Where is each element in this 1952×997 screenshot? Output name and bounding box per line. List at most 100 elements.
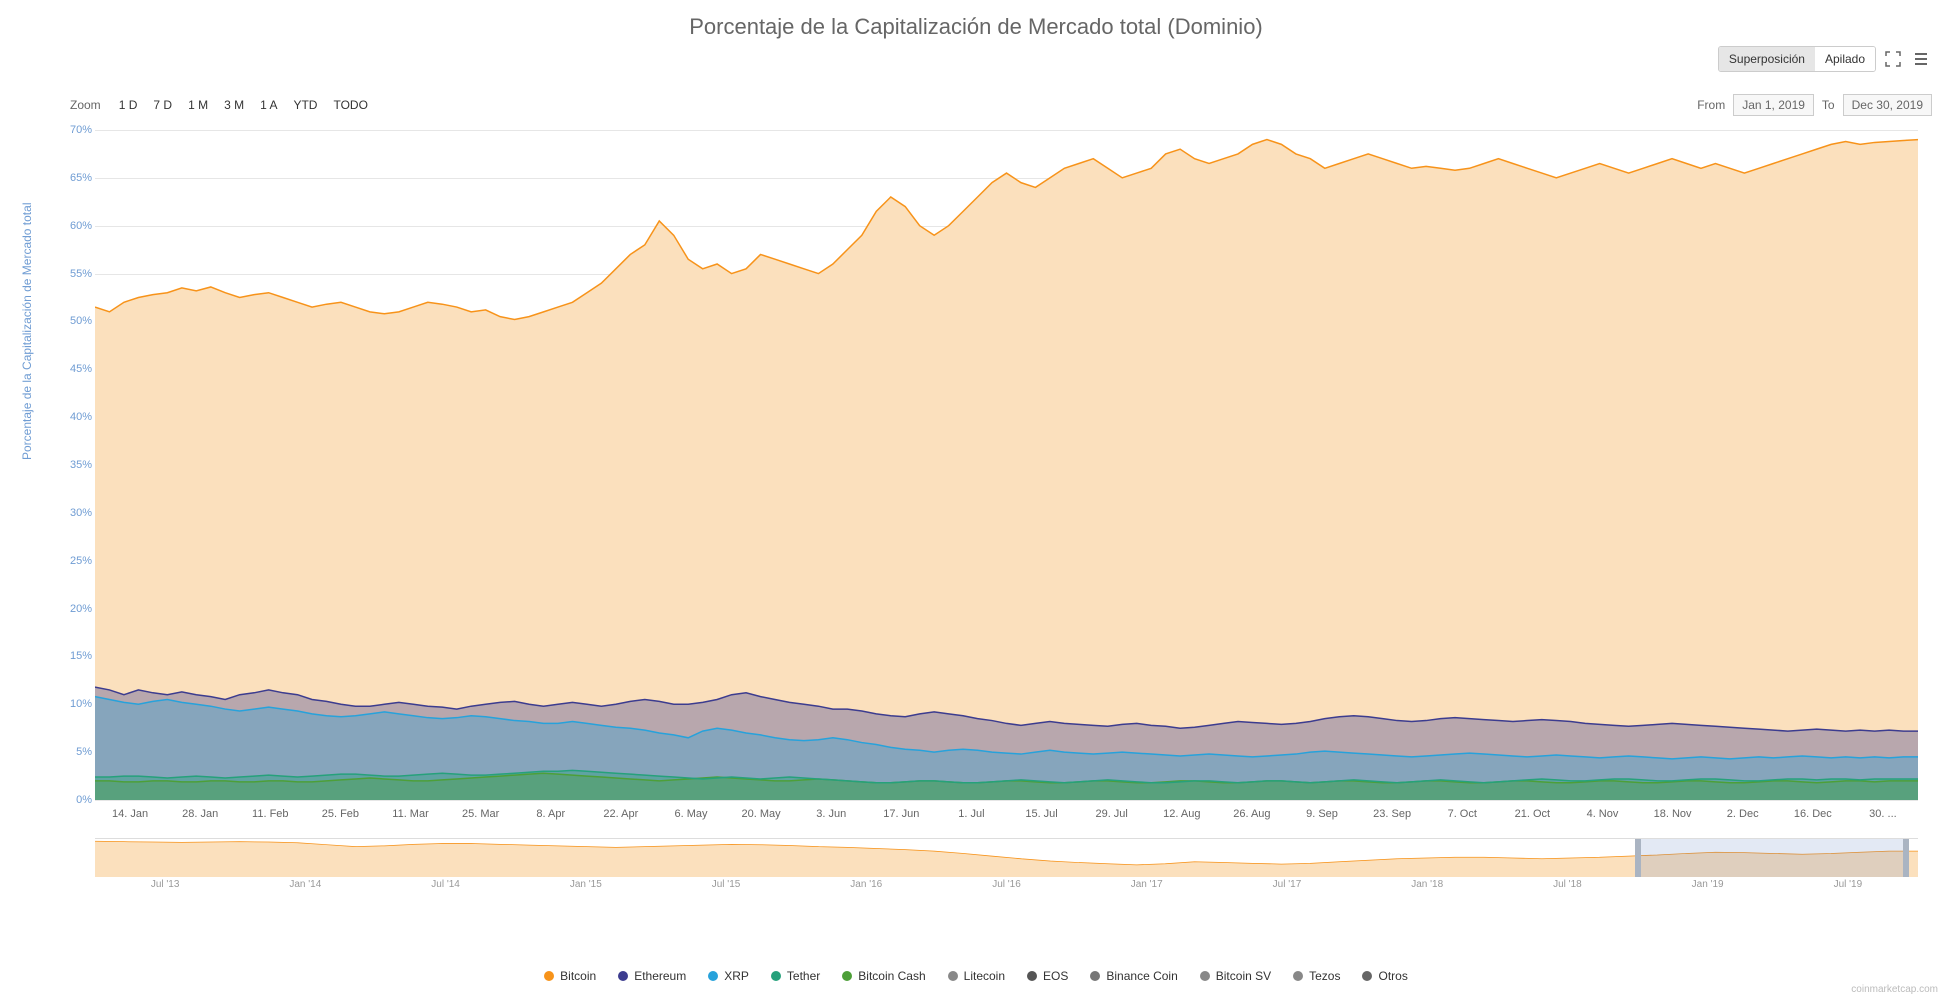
zoom-btn-1d[interactable]: 1 D: [113, 95, 144, 115]
legend-label: XRP: [724, 969, 749, 983]
x-tick: 20. May: [742, 808, 781, 820]
legend-dot-icon: [771, 971, 781, 981]
mode-toggle: Superposición Apilado: [1718, 46, 1876, 72]
x-tick: 14. Jan: [112, 808, 148, 820]
y-tick: 40%: [70, 411, 92, 423]
mode-apilado[interactable]: Apilado: [1815, 47, 1875, 71]
legend-label: EOS: [1043, 969, 1068, 983]
legend-item-bitcoin-cash[interactable]: Bitcoin Cash: [842, 969, 925, 983]
x-tick: 30. ...: [1869, 808, 1897, 820]
chart-plot-area[interactable]: [95, 130, 1918, 800]
zoom-label: Zoom: [70, 98, 101, 112]
nav-x-tick: Jul '19: [1834, 879, 1863, 890]
toolbar-right: Superposición Apilado: [1718, 46, 1932, 72]
y-tick: 65%: [70, 172, 92, 184]
zoom-btn-ytd[interactable]: YTD: [287, 95, 323, 115]
menu-icon[interactable]: [1910, 48, 1932, 70]
legend-item-tezos[interactable]: Tezos: [1293, 969, 1340, 983]
nav-x-tick: Jan '17: [1131, 879, 1163, 890]
legend-dot-icon: [1090, 971, 1100, 981]
x-tick: 17. Jun: [883, 808, 919, 820]
legend-item-bitcoin-sv[interactable]: Bitcoin SV: [1200, 969, 1271, 983]
nav-x-tick: Jul '17: [1273, 879, 1302, 890]
x-tick: 25. Mar: [462, 808, 499, 820]
x-tick: 21. Oct: [1515, 808, 1550, 820]
legend-dot-icon: [842, 971, 852, 981]
legend-dot-icon: [1293, 971, 1303, 981]
nav-x-tick: Jan '16: [850, 879, 882, 890]
legend-item-eos[interactable]: EOS: [1027, 969, 1068, 983]
legend-label: Bitcoin: [560, 969, 596, 983]
legend-label: Tezos: [1309, 969, 1340, 983]
navigator-selection[interactable]: [1635, 839, 1908, 877]
x-tick: 3. Jun: [816, 808, 846, 820]
legend-item-bitcoin[interactable]: Bitcoin: [544, 969, 596, 983]
to-label: To: [1822, 98, 1835, 112]
nav-x-tick: Jan '18: [1411, 879, 1443, 890]
legend-dot-icon: [618, 971, 628, 981]
legend-item-binance-coin[interactable]: Binance Coin: [1090, 969, 1177, 983]
date-from-input[interactable]: Jan 1, 2019: [1733, 94, 1814, 116]
legend-item-ethereum[interactable]: Ethereum: [618, 969, 686, 983]
y-tick: 0%: [76, 794, 92, 806]
legend-item-xrp[interactable]: XRP: [708, 969, 749, 983]
legend-label: Binance Coin: [1106, 969, 1177, 983]
from-label: From: [1697, 98, 1725, 112]
y-tick: 5%: [76, 746, 92, 758]
legend-dot-icon: [1027, 971, 1037, 981]
date-to-input[interactable]: Dec 30, 2019: [1843, 94, 1932, 116]
x-tick: 4. Nov: [1587, 808, 1619, 820]
x-tick: 12. Aug: [1163, 808, 1200, 820]
x-tick: 7. Oct: [1448, 808, 1477, 820]
x-tick: 23. Sep: [1373, 808, 1411, 820]
x-tick: 11. Mar: [392, 808, 428, 820]
legend-label: Litecoin: [964, 969, 1005, 983]
y-axis-labels: 0%5%10%15%20%25%30%35%40%45%50%55%60%65%…: [52, 130, 92, 800]
legend-label: Bitcoin Cash: [858, 969, 925, 983]
zoom-btn-1a[interactable]: 1 A: [254, 95, 283, 115]
zoom-btn-1m[interactable]: 1 M: [182, 95, 214, 115]
legend: Bitcoin Ethereum XRP Tether Bitcoin Cash Lite…: [0, 969, 1952, 983]
legend-item-otros[interactable]: Otros: [1362, 969, 1407, 983]
y-axis-title: Porcentaje de la Capitalización de Merca…: [20, 203, 34, 460]
legend-dot-icon: [948, 971, 958, 981]
fullscreen-icon[interactable]: [1882, 48, 1904, 70]
mode-superposicion[interactable]: Superposición: [1719, 47, 1815, 71]
legend-dot-icon: [1200, 971, 1210, 981]
legend-dot-icon: [708, 971, 718, 981]
legend-dot-icon: [1362, 971, 1372, 981]
chart-title: Porcentaje de la Capitalización de Merca…: [0, 0, 1952, 40]
x-tick: 28. Jan: [182, 808, 218, 820]
y-tick: 35%: [70, 459, 92, 471]
y-tick: 30%: [70, 507, 92, 519]
nav-x-tick: Jan '14: [289, 879, 321, 890]
legend-item-litecoin[interactable]: Litecoin: [948, 969, 1005, 983]
legend-label: Ethereum: [634, 969, 686, 983]
y-tick: 70%: [70, 124, 92, 136]
nav-x-tick: Jul '13: [151, 879, 180, 890]
legend-label: Tether: [787, 969, 820, 983]
legend-item-tether[interactable]: Tether: [771, 969, 820, 983]
y-tick: 45%: [70, 363, 92, 375]
y-tick: 15%: [70, 650, 92, 662]
credit: coinmarketcap.com: [1851, 984, 1938, 995]
x-tick: 15. Jul: [1025, 808, 1057, 820]
x-tick: 9. Sep: [1306, 808, 1338, 820]
zoom-btn-todo[interactable]: TODO: [327, 95, 373, 115]
navigator[interactable]: Jul '13Jan '14Jul '14Jan '15Jul '15Jan '…: [95, 838, 1918, 888]
nav-x-tick: Jul '15: [712, 879, 741, 890]
legend-label: Bitcoin SV: [1216, 969, 1271, 983]
y-tick: 60%: [70, 220, 92, 232]
zoom-btn-3m[interactable]: 3 M: [218, 95, 250, 115]
x-tick: 6. May: [674, 808, 707, 820]
nav-x-tick: Jul '14: [431, 879, 460, 890]
legend-label: Otros: [1378, 969, 1407, 983]
x-tick: 26. Aug: [1233, 808, 1270, 820]
nav-x-tick: Jul '16: [992, 879, 1021, 890]
x-tick: 2. Dec: [1727, 808, 1759, 820]
x-tick: 1. Jul: [958, 808, 984, 820]
y-tick: 20%: [70, 603, 92, 615]
legend-dot-icon: [544, 971, 554, 981]
nav-x-tick: Jan '19: [1692, 879, 1724, 890]
zoom-btn-7d[interactable]: 7 D: [147, 95, 178, 115]
